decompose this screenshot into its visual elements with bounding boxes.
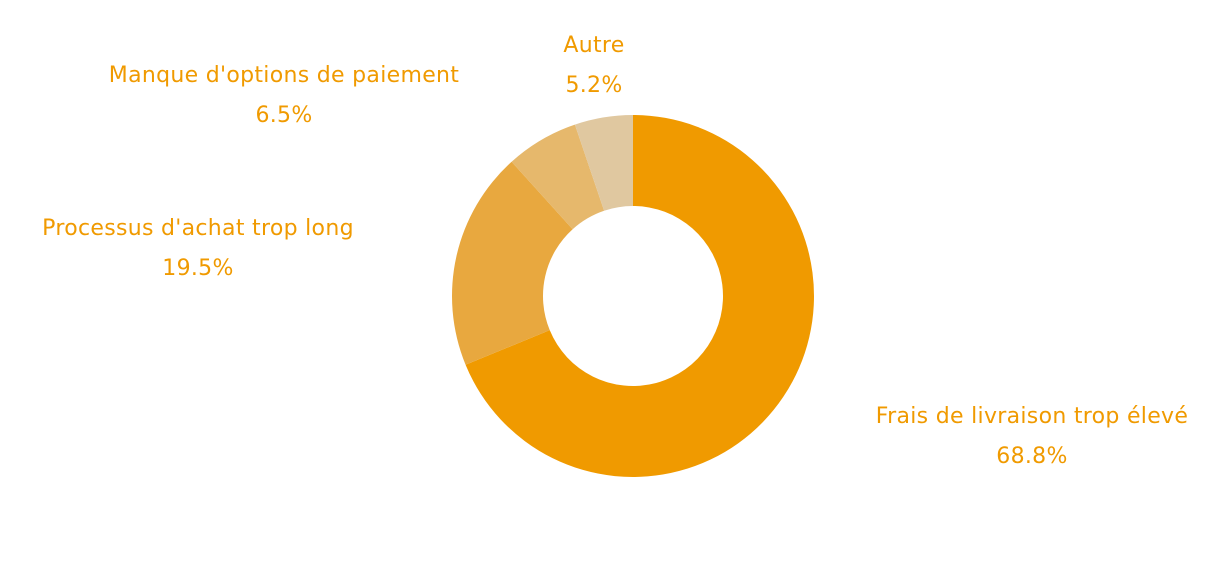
slice-autre: [574, 115, 633, 211]
slice-category-label: Processus d'achat trop long: [42, 216, 354, 241]
slice-value-label: 19.5%: [162, 256, 233, 281]
slice-value-label: 5.2%: [565, 73, 622, 98]
slice-labels: Frais de livraison trop élevé 68.8% Proces…: [42, 33, 1188, 469]
slice-label-autre: Autre 5.2%: [563, 33, 624, 98]
slice-label-processus-d-achat-trop-long: Processus d'achat trop long 19.5%: [42, 216, 354, 281]
slice-category-label: Autre: [563, 33, 624, 58]
slice-category-label: Manque d'options de paiement: [109, 63, 459, 88]
slice-value-label: 6.5%: [255, 103, 312, 128]
donut-slices: [451, 115, 815, 477]
slice-frais-de-livraison-trop-eleve: [465, 115, 815, 477]
slice-label-manque-d-options-de-paiement: Manque d'options de paiement 6.5%: [109, 63, 459, 128]
slice-manque-d-options-de-paiement: [511, 124, 605, 230]
slice-processus-d-achat-trop-long: [451, 161, 573, 365]
slice-value-label: 68.8%: [996, 444, 1067, 469]
slice-category-label: Frais de livraison trop élevé: [876, 404, 1188, 429]
slice-label-frais-de-livraison-trop-eleve: Frais de livraison trop élevé 68.8%: [876, 404, 1188, 469]
